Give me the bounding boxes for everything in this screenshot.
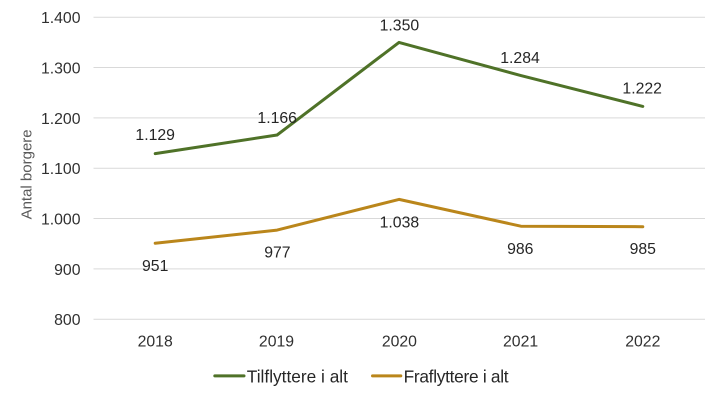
svg-text:1.284: 1.284 [500,50,540,67]
svg-text:986: 986 [507,241,534,258]
svg-text:1.166: 1.166 [257,110,297,127]
svg-text:2022: 2022 [625,334,660,351]
svg-text:1.129: 1.129 [135,127,175,144]
svg-text:1.200: 1.200 [41,111,81,128]
svg-text:985: 985 [630,241,657,258]
svg-text:1.350: 1.350 [380,17,420,34]
svg-text:2020: 2020 [382,334,417,351]
svg-text:2021: 2021 [503,334,538,351]
svg-text:1.222: 1.222 [622,81,662,98]
svg-text:Fraflyttere i alt: Fraflyttere i alt [404,366,509,386]
svg-text:Tilflyttere i alt: Tilflyttere i alt [247,366,348,386]
svg-text:951: 951 [142,258,169,275]
svg-text:1.038: 1.038 [380,214,420,231]
svg-text:2019: 2019 [259,334,294,351]
svg-text:1.100: 1.100 [41,161,81,178]
svg-text:900: 900 [54,262,81,279]
svg-text:1.400: 1.400 [41,10,81,27]
svg-text:2018: 2018 [138,334,173,351]
svg-text:Antal borgere: Antal borgere [19,129,36,219]
svg-text:1.000: 1.000 [41,212,81,229]
svg-text:977: 977 [264,244,290,261]
svg-text:1.300: 1.300 [41,61,81,78]
svg-text:800: 800 [54,312,81,329]
